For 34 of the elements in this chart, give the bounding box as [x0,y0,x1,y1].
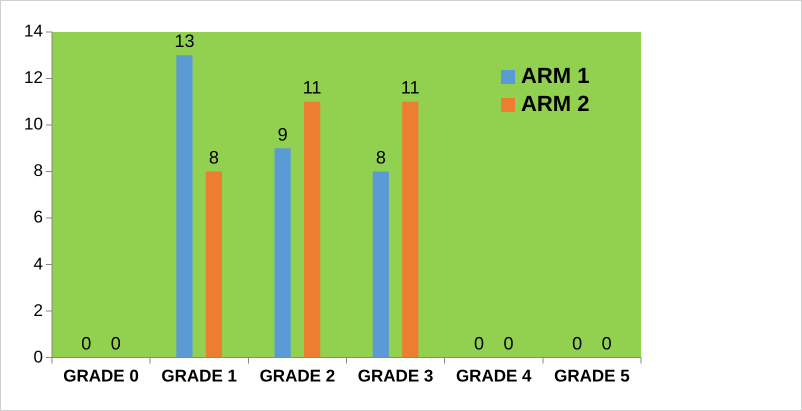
legend-label: ARM 1 [521,63,590,88]
data-label: 0 [110,334,121,354]
x-tick-label: GRADE 0 [63,366,139,386]
x-tick-label: GRADE 5 [554,366,630,386]
bar [274,148,291,358]
y-tick-label: 14 [24,22,43,41]
y-tick-label: 4 [33,254,43,274]
y-tick-label: 2 [33,300,43,320]
data-label: 0 [572,334,582,354]
bar [176,55,193,358]
data-label: 11 [302,78,322,98]
x-tick-label: GRADE 3 [358,366,434,386]
data-label: 0 [474,334,484,354]
legend-label: ARM 2 [521,91,590,116]
x-tick-label: GRADE 1 [161,366,237,386]
y-tick-label: 10 [24,114,43,134]
data-label: 9 [278,124,288,144]
y-tick-label: 12 [24,68,43,88]
data-label: 11 [400,78,420,98]
data-label: 0 [503,334,514,354]
data-label: 0 [602,334,612,354]
y-tick-label: 6 [33,208,43,227]
bar [372,172,389,358]
bar [402,102,418,358]
x-tick-label: GRADE 4 [456,366,532,386]
bar [304,102,320,358]
data-label: 13 [174,31,194,52]
data-label: 8 [376,148,386,168]
x-tick-label: GRADE 2 [260,366,336,386]
y-tick-label: 0 [33,347,43,366]
y-tick-label: 8 [33,161,43,180]
data-label: 0 [81,334,92,354]
data-label: 8 [208,148,219,168]
bar [206,172,222,358]
